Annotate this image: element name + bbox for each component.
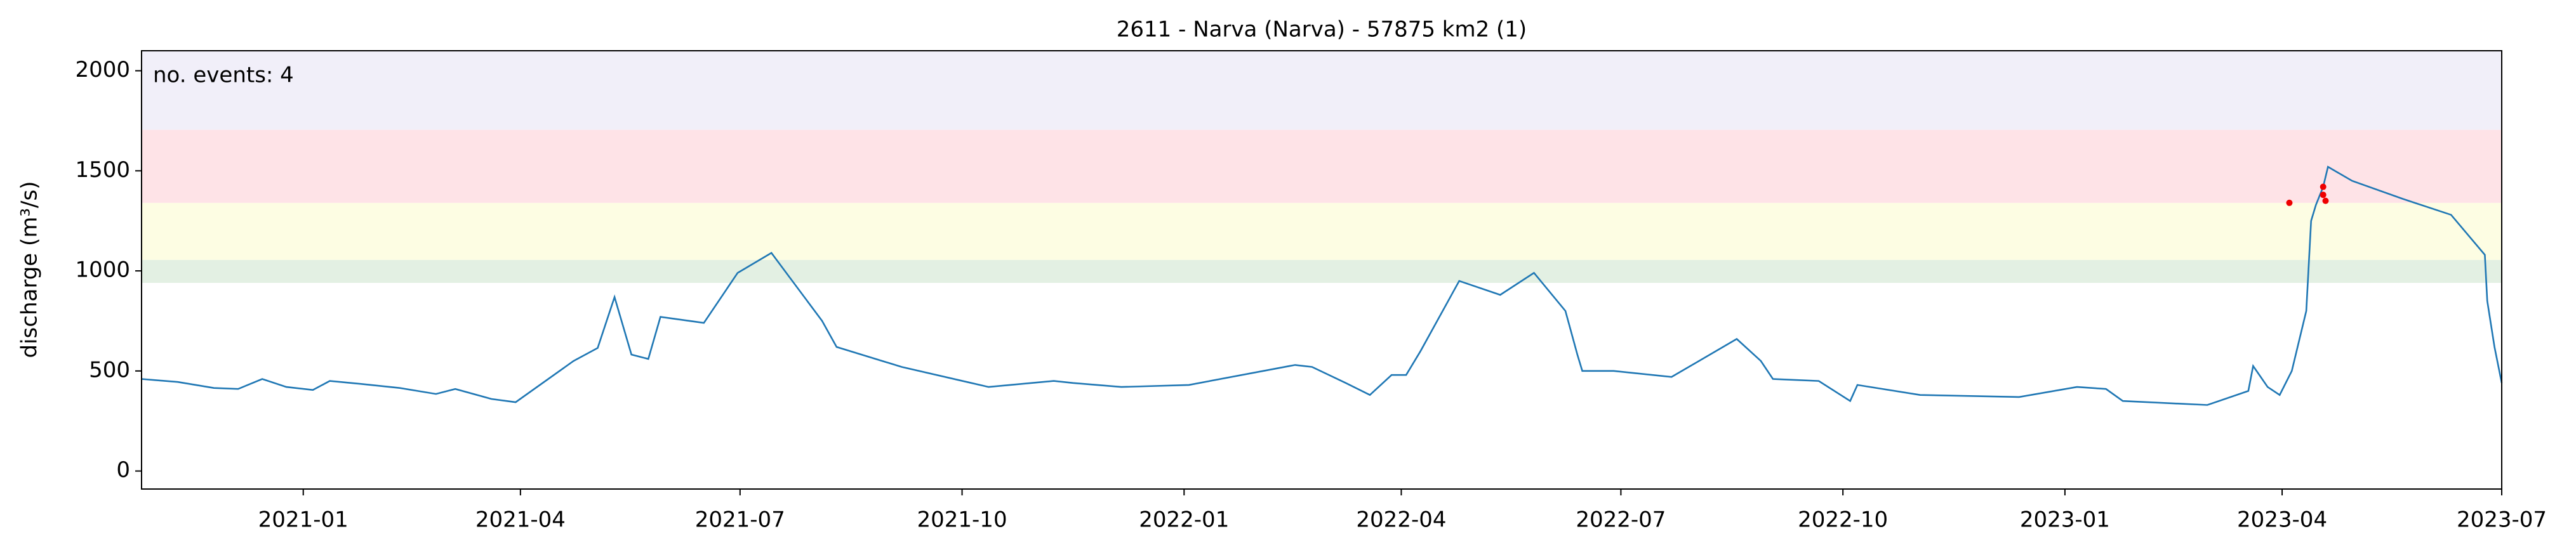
y-tick-label: 2000: [75, 57, 130, 82]
annotation: no. events: 4: [153, 63, 294, 88]
x-tick-label: 2023-04: [2237, 507, 2327, 533]
threshold-band: [142, 202, 2502, 260]
threshold-band: [142, 129, 2502, 203]
event-marker: [2320, 192, 2327, 199]
event-marker: [2322, 197, 2329, 204]
y-tick-label: 1000: [75, 258, 130, 283]
y-tick-label: 500: [89, 357, 130, 382]
x-tick-label: 2023-01: [2020, 507, 2110, 533]
y-axis-label: discharge (m³/s): [17, 181, 43, 358]
x-tick-label: 2022-04: [1356, 507, 1446, 533]
y-tick-label: 0: [116, 457, 130, 483]
x-tick-label: 2022-07: [1576, 507, 1666, 533]
discharge-line: [141, 165, 2503, 406]
threshold-band: [142, 51, 2502, 130]
chart-title: 2611 - Narva (Narva) - 57875 km2 (1): [1117, 17, 1527, 42]
x-tick-label: 2021-10: [917, 507, 1007, 533]
x-tick-label: 2021-07: [695, 507, 785, 533]
x-tick-label: 2021-01: [258, 507, 349, 533]
y-tick-label: 1500: [75, 157, 130, 183]
plot-frame: [141, 50, 2502, 490]
x-tick-label: 2022-01: [1139, 507, 1229, 533]
event-marker: [2320, 183, 2327, 190]
event-marker: [2286, 199, 2293, 206]
x-tick-label: 2021-04: [475, 507, 566, 533]
threshold-band: [142, 259, 2502, 284]
x-tick-label: 2022-10: [1798, 507, 1888, 533]
x-tick-label: 2023-07: [2457, 507, 2547, 533]
